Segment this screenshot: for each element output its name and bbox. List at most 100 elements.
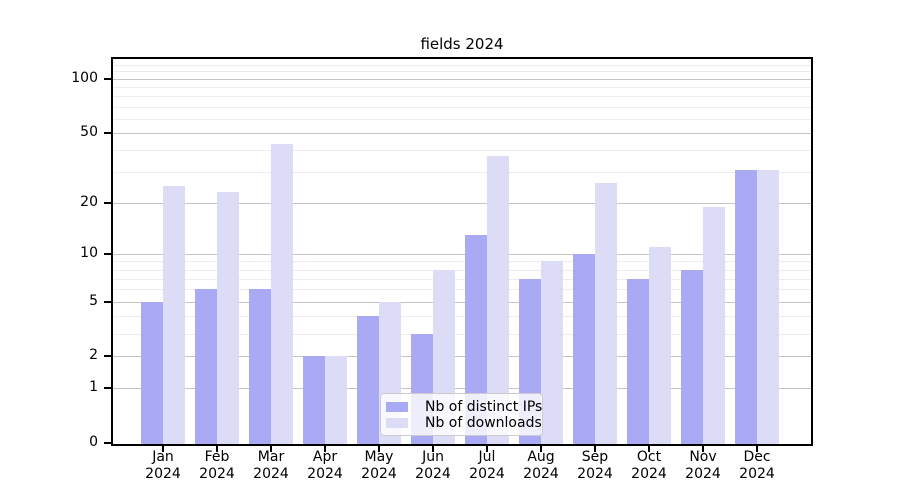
bar-distinct-ips: [681, 269, 703, 444]
y-tick-mark: [104, 355, 111, 358]
x-tick-mark: [216, 446, 218, 452]
gridline-minor: [113, 172, 811, 174]
bar-distinct-ips: [573, 253, 595, 444]
gridline-major: [113, 388, 811, 390]
x-tick-label: Jul 2024: [459, 449, 515, 483]
gridline-minor: [113, 269, 811, 271]
bar-distinct-ips: [627, 278, 649, 444]
gridline-minor: [113, 150, 811, 152]
legend-item: Nb of distinct IPs: [386, 399, 542, 415]
legend-swatch-distinct-ips-icon: [386, 401, 408, 412]
x-tick-month: Nov: [689, 449, 717, 465]
chart-title: fields 2024: [420, 35, 504, 53]
gridline-minor: [113, 64, 811, 66]
x-tick-mark: [756, 446, 758, 452]
x-tick-year: 2024: [145, 466, 181, 482]
bar-downloads: [757, 169, 779, 444]
y-tick-mark: [104, 442, 111, 444]
x-tick-month: Sep: [581, 449, 609, 465]
y-tick-mark: [104, 201, 111, 204]
bar-downloads: [325, 356, 347, 444]
x-tick-month: Mar: [257, 449, 285, 465]
x-tick-label: Oct 2024: [621, 449, 677, 483]
legend-swatch-downloads-icon: [386, 417, 408, 428]
y-tick-label: 5: [89, 292, 98, 309]
y-tick-mark: [104, 131, 111, 134]
gridline-major: [113, 301, 811, 303]
x-tick-year: 2024: [361, 466, 397, 482]
x-tick-year: 2024: [307, 466, 343, 482]
bar-distinct-ips: [195, 289, 217, 444]
x-tick-year: 2024: [631, 466, 667, 482]
x-tick-label: Apr 2024: [297, 449, 353, 483]
x-tick-label: Jun 2024: [405, 449, 461, 483]
x-tick-label: May 2024: [351, 449, 407, 483]
bar-downloads: [163, 185, 185, 444]
gridline-major: [113, 253, 811, 255]
bars-layer: [113, 59, 811, 444]
bar-distinct-ips: [735, 169, 757, 444]
x-tick-label: Aug 2024: [513, 449, 569, 483]
legend-label-downloads: Nb of downloads: [425, 414, 542, 431]
gridline-minor: [113, 118, 811, 120]
x-tick-mark: [594, 446, 596, 452]
gridline-major: [113, 356, 811, 358]
y-tick-label: 2: [89, 347, 98, 364]
x-tick-label: Mar 2024: [243, 449, 299, 483]
gridline-minor: [113, 71, 811, 73]
y-tick-mark: [104, 77, 111, 80]
x-tick-month: Jul: [478, 449, 496, 465]
x-tick-year: 2024: [577, 466, 613, 482]
bar-distinct-ips: [141, 301, 163, 444]
y-tick-label: 10: [80, 244, 98, 261]
y-tick-mark: [104, 300, 111, 303]
x-tick-mark: [702, 446, 704, 452]
x-tick-year: 2024: [199, 466, 235, 482]
plot-area: [111, 57, 813, 446]
y-tick-label: 1: [89, 379, 98, 396]
y-tick-label: 20: [80, 193, 98, 210]
y-tick-mark: [104, 387, 111, 390]
bar-downloads: [487, 156, 509, 444]
x-tick-label: Dec 2024: [729, 449, 785, 483]
gridline-major: [113, 78, 811, 80]
x-tick-mark: [540, 446, 542, 452]
x-tick-year: 2024: [469, 466, 505, 482]
x-tick-month: Feb: [204, 449, 230, 465]
x-tick-month: Dec: [743, 449, 771, 465]
x-tick-year: 2024: [253, 466, 289, 482]
x-tick-year: 2024: [739, 466, 775, 482]
y-tick-label: 100: [71, 69, 98, 86]
gridline-minor: [113, 333, 811, 335]
bar-downloads: [271, 144, 293, 444]
x-tick-mark: [378, 446, 380, 452]
x-tick-month: Aug: [527, 449, 555, 465]
gridline-minor: [113, 261, 811, 263]
x-tick-mark: [270, 446, 272, 452]
x-tick-label: Feb 2024: [189, 449, 245, 483]
y-tick-label: 0: [89, 434, 98, 450]
bar-downloads: [595, 182, 617, 444]
x-tick-month: Jan: [152, 449, 174, 465]
gridline-minor: [113, 289, 811, 291]
legend-item: Nb of downloads: [386, 415, 542, 431]
gridline-major: [113, 202, 811, 204]
bar-downloads: [541, 261, 563, 444]
legend-label-distinct-ips: Nb of distinct IPs: [425, 398, 543, 415]
bar-distinct-ips: [357, 316, 379, 444]
gridline-major: [113, 132, 811, 134]
x-tick-mark: [648, 446, 650, 452]
x-tick-year: 2024: [415, 466, 451, 482]
x-tick-mark: [162, 446, 164, 452]
x-tick-label: Jan 2024: [135, 449, 191, 483]
bar-distinct-ips: [465, 234, 487, 444]
x-tick-mark: [324, 446, 326, 452]
x-tick-year: 2024: [685, 466, 721, 482]
bar-downloads: [703, 206, 725, 444]
x-tick-label: Nov 2024: [675, 449, 731, 483]
bar-distinct-ips: [249, 289, 271, 444]
gridlines-layer: [113, 59, 811, 444]
x-tick-month: Oct: [636, 449, 662, 465]
bar-downloads: [649, 246, 671, 444]
